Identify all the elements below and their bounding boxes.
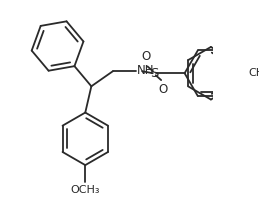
Text: CH₃: CH₃: [249, 68, 259, 78]
Text: S: S: [150, 67, 159, 80]
Text: OCH₃: OCH₃: [70, 185, 100, 195]
Text: O: O: [141, 50, 150, 63]
Text: NH: NH: [137, 64, 154, 77]
Text: O: O: [158, 83, 168, 96]
